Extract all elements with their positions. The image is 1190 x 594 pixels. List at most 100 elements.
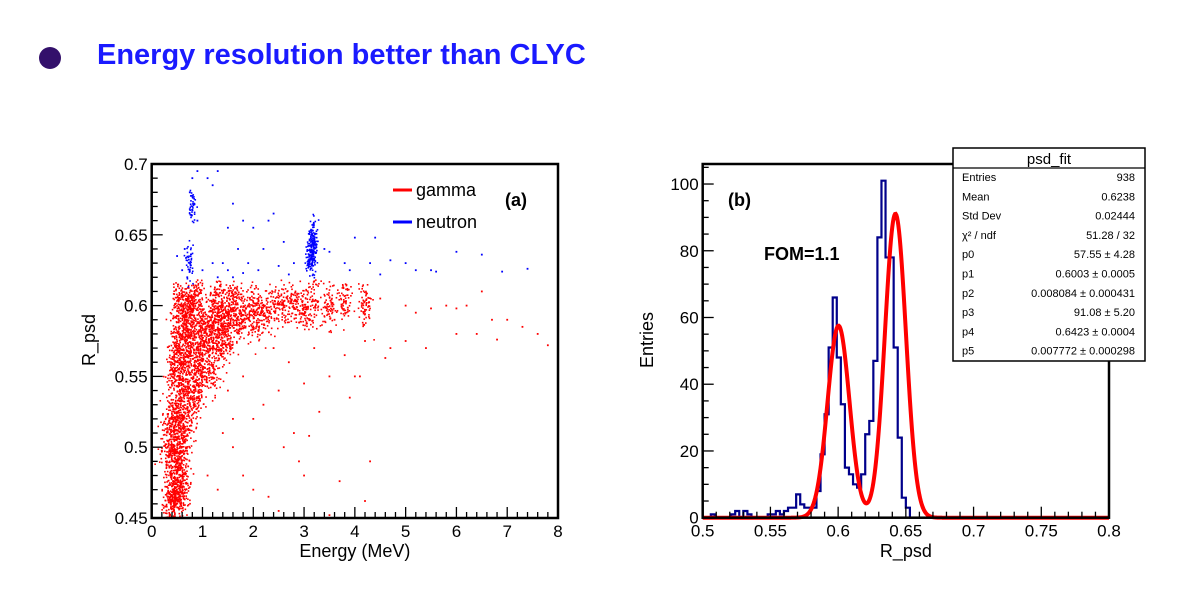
- gamma-point: [206, 348, 209, 351]
- neutron-point: [309, 248, 311, 251]
- neutron-point: [189, 255, 192, 258]
- gamma-point: [343, 354, 346, 357]
- gamma-point: [168, 500, 171, 502]
- neutron-point: [313, 276, 316, 279]
- gamma-point: [189, 398, 192, 401]
- gamma-point: [212, 349, 214, 351]
- gamma-point: [193, 440, 195, 443]
- gamma-point: [219, 334, 221, 337]
- neutron-point: [316, 243, 318, 246]
- gamma-point: [185, 447, 188, 450]
- gamma-point: [180, 425, 182, 427]
- gamma-point: [179, 347, 182, 350]
- gamma-point: [172, 434, 174, 436]
- gamma-point: [267, 309, 270, 312]
- gamma-point: [269, 311, 271, 314]
- gamma-point: [177, 405, 180, 407]
- gamma-point: [226, 338, 229, 340]
- gamma-point: [170, 450, 173, 453]
- gamma-point: [177, 318, 180, 321]
- neutron-point: [311, 253, 313, 256]
- gamma-point: [190, 314, 193, 317]
- gamma-point: [276, 302, 279, 304]
- gamma-point: [178, 299, 180, 302]
- gamma-point: [322, 282, 325, 285]
- gamma-point: [165, 463, 168, 466]
- gamma-point: [190, 481, 192, 484]
- neutron-point: [455, 250, 458, 253]
- gamma-point: [210, 372, 212, 375]
- neutron-point: [185, 259, 188, 262]
- gamma-point: [201, 334, 204, 337]
- gamma-point: [191, 390, 194, 393]
- gamma-point: [179, 391, 182, 393]
- gamma-point: [274, 312, 277, 314]
- gamma-point: [296, 327, 299, 329]
- gamma-point: [201, 298, 204, 301]
- gamma-point: [271, 299, 274, 302]
- gamma-point: [180, 308, 183, 310]
- gamma-point: [175, 338, 178, 341]
- gamma-point: [313, 313, 316, 316]
- gamma-point: [227, 310, 230, 313]
- gamma-point: [177, 458, 180, 460]
- gamma-point: [186, 446, 189, 448]
- gamma-point: [180, 384, 183, 386]
- gamma-point: [182, 383, 185, 386]
- gamma-point: [186, 406, 189, 409]
- gamma-point: [179, 352, 182, 355]
- gamma-point: [276, 307, 278, 309]
- gamma-point: [365, 290, 367, 293]
- gamma-point: [310, 288, 313, 290]
- gamma-point: [215, 387, 218, 390]
- gamma-point: [173, 343, 176, 345]
- gamma-point: [288, 306, 290, 309]
- gamma-point: [223, 325, 226, 328]
- gamma-point: [203, 321, 205, 323]
- gamma-point: [174, 448, 176, 450]
- gamma-point: [227, 287, 230, 289]
- gamma-point: [196, 407, 199, 409]
- gamma-point: [200, 376, 203, 378]
- gamma-point: [245, 318, 247, 320]
- gamma-point: [171, 421, 174, 424]
- b-y-axis-title: Entries: [637, 312, 657, 368]
- gamma-point: [222, 380, 225, 383]
- gamma-point: [203, 312, 205, 314]
- gamma-point: [180, 364, 183, 367]
- gamma-point: [174, 369, 176, 372]
- gamma-point: [211, 314, 213, 316]
- neutron-point: [314, 256, 316, 258]
- neutron-point: [311, 261, 314, 264]
- neutron-point: [183, 254, 186, 257]
- gamma-point: [164, 505, 167, 508]
- gamma-point: [345, 284, 348, 287]
- gamma-point: [265, 297, 268, 300]
- gamma-point: [176, 469, 179, 471]
- gamma-point: [323, 302, 326, 304]
- gamma-point: [193, 307, 196, 309]
- gamma-point: [174, 408, 176, 411]
- gamma-point: [183, 336, 186, 339]
- gamma-point: [209, 371, 211, 374]
- gamma-point: [196, 279, 199, 281]
- neutron-point: [317, 240, 319, 243]
- gamma-point: [178, 427, 180, 430]
- gamma-point: [175, 347, 178, 349]
- gamma-point: [182, 491, 184, 494]
- gamma-point: [187, 365, 189, 368]
- gamma-point: [221, 327, 224, 330]
- gamma-point: [212, 298, 215, 301]
- gamma-point: [213, 319, 216, 321]
- gamma-point: [202, 315, 204, 317]
- gamma-point: [195, 286, 198, 288]
- gamma-point: [263, 323, 265, 325]
- gamma-point: [252, 328, 255, 331]
- gamma-point: [172, 483, 175, 486]
- gamma-point: [227, 342, 230, 345]
- neutron-point: [501, 270, 504, 273]
- gamma-point: [196, 402, 199, 405]
- gamma-point: [350, 285, 352, 288]
- gamma-point: [214, 318, 217, 320]
- gamma-point: [220, 310, 223, 313]
